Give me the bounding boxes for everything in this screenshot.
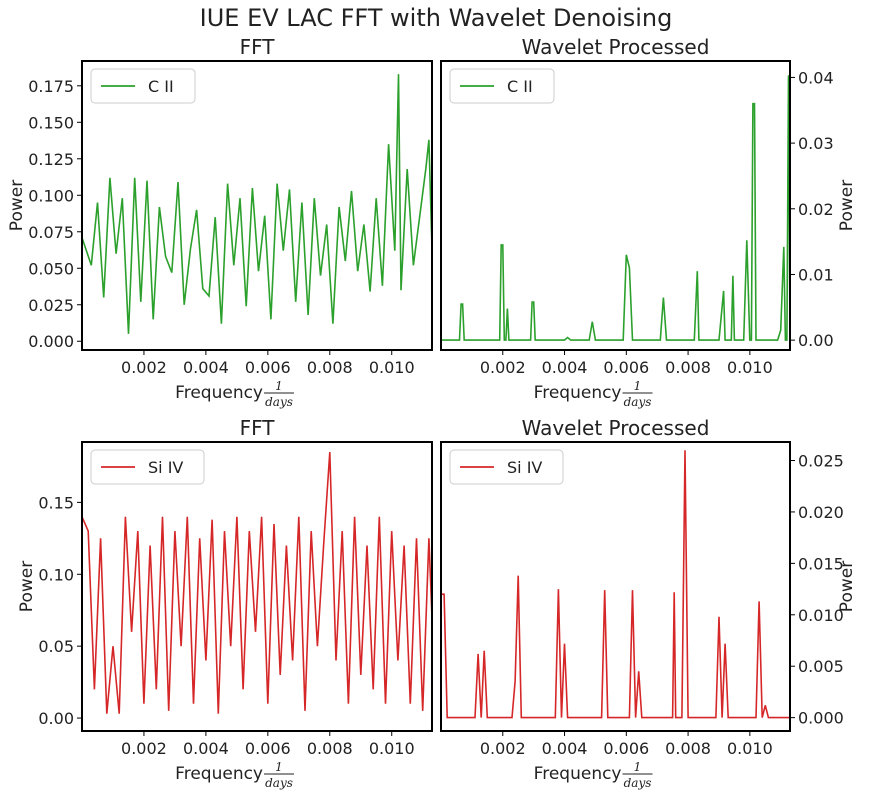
y-tick-label: 0.04 [798,68,834,87]
legend-label: C II [148,77,174,96]
x-tick-label: 0.010 [727,358,773,377]
chart-panel-2: Wavelet Processed 0.002 0.004 0.006 0.008 0.0… [440,35,857,409]
x-tick-label: 0.006 [603,358,649,377]
x-tick-label: 0.008 [665,739,711,758]
y-tick-label: 0.020 [798,503,844,522]
x-axis-label-numerator: 1 [634,760,642,774]
y-tick-label: 0.05 [38,637,74,656]
x-axis-label-numerator: 1 [275,379,283,393]
y-tick-label: 0.175 [28,77,74,96]
x-axis-label-denominator: days [624,395,652,409]
y-tick-label: 0.10 [38,565,74,584]
x-tick-label: 0.008 [307,358,353,377]
x-axis-label-denominator: days [265,395,293,409]
legend-box [449,449,564,485]
x-tick-label: 0.010 [369,739,415,758]
x-tick-label: 0.006 [603,739,649,758]
y-tick-label: 0.00 [38,709,74,728]
panel-title: FFT [240,416,276,440]
legend-label: C II [507,77,533,96]
plot-frame [440,60,791,351]
panel-title: Wavelet Processed [522,416,710,440]
x-tick-label: 0.008 [307,739,353,758]
y-tick-label: 0.015 [798,554,844,573]
legend-label: Si IV [507,458,542,477]
y-tick-label: 0.025 [798,452,844,471]
series-line-c-ii [441,75,790,341]
legend-box [90,449,205,485]
y-tick-label: 0.03 [798,134,834,153]
y-tick-label: 0.050 [28,259,74,278]
x-tick-label: 0.006 [245,358,291,377]
y-tick-label: 0.100 [28,186,74,205]
y-tick-label: 0.15 [38,493,74,512]
x-axis-label-numerator: 1 [275,760,283,774]
x-tick-label: 0.002 [121,739,167,758]
y-tick-label: 0.02 [798,200,834,219]
y-tick-label: 0.00 [798,331,834,350]
plot-frame [81,441,433,732]
legend-box [449,68,555,104]
x-axis-label-denominator: days [624,776,652,790]
x-tick-label: 0.002 [480,358,526,377]
chart-panel-4: Wavelet Processed 0.002 0.004 0.006 0.008 0.0… [440,416,857,790]
y-tick-label: 0.150 [28,113,74,132]
y-tick-label: 0.01 [798,265,834,284]
y-tick-label: 0.000 [798,709,844,728]
series-line-c-ii [82,74,432,334]
x-tick-label: 0.004 [542,739,588,758]
y-tick-label: 0.025 [28,296,74,315]
y-tick-label: 0.125 [28,150,74,169]
y-axis-label: Power [837,180,857,231]
figure-title: IUE EV LAC FFT with Wavelet Denoising [200,4,673,32]
y-tick-label: 0.000 [28,332,74,351]
x-axis-label: Frequency [175,764,263,784]
x-tick-label: 0.006 [245,739,291,758]
chart-panel-3: FFT 0.002 0.004 0.006 0.008 0.010 0.00 0.05 0.10… [17,416,433,790]
series-line-si-iv [82,452,432,714]
x-axis-label: Frequency [534,383,622,403]
x-tick-label: 0.010 [369,358,415,377]
y-tick-label: 0.075 [28,223,74,242]
panel-title: Wavelet Processed [522,35,710,59]
y-tick-label: 0.010 [798,606,844,625]
chart-panel-1: FFT 0.002 0.004 0.006 0.008 0.010 0.000 0.025 0.… [7,35,433,409]
x-tick-label: 0.004 [542,358,588,377]
y-axis-label: Power [17,561,37,612]
legend-box [90,68,196,104]
x-axis-label: Frequency [175,383,263,403]
x-axis-label-numerator: 1 [634,379,642,393]
x-tick-label: 0.004 [183,358,229,377]
y-axis-label: Power [7,180,27,231]
y-tick-label: 0.005 [798,657,844,676]
plot-frame [440,441,791,732]
y-axis-label: Power [837,561,857,612]
x-tick-label: 0.010 [727,739,773,758]
x-tick-label: 0.008 [665,358,711,377]
plot-frame [81,60,433,351]
legend-label: Si IV [148,458,183,477]
series-line-si-iv [441,450,790,719]
x-axis-label-denominator: days [265,776,293,790]
x-tick-label: 0.002 [480,739,526,758]
x-tick-label: 0.002 [121,358,167,377]
x-tick-label: 0.004 [183,739,229,758]
panel-title: FFT [240,35,276,59]
x-axis-label: Frequency [534,764,622,784]
